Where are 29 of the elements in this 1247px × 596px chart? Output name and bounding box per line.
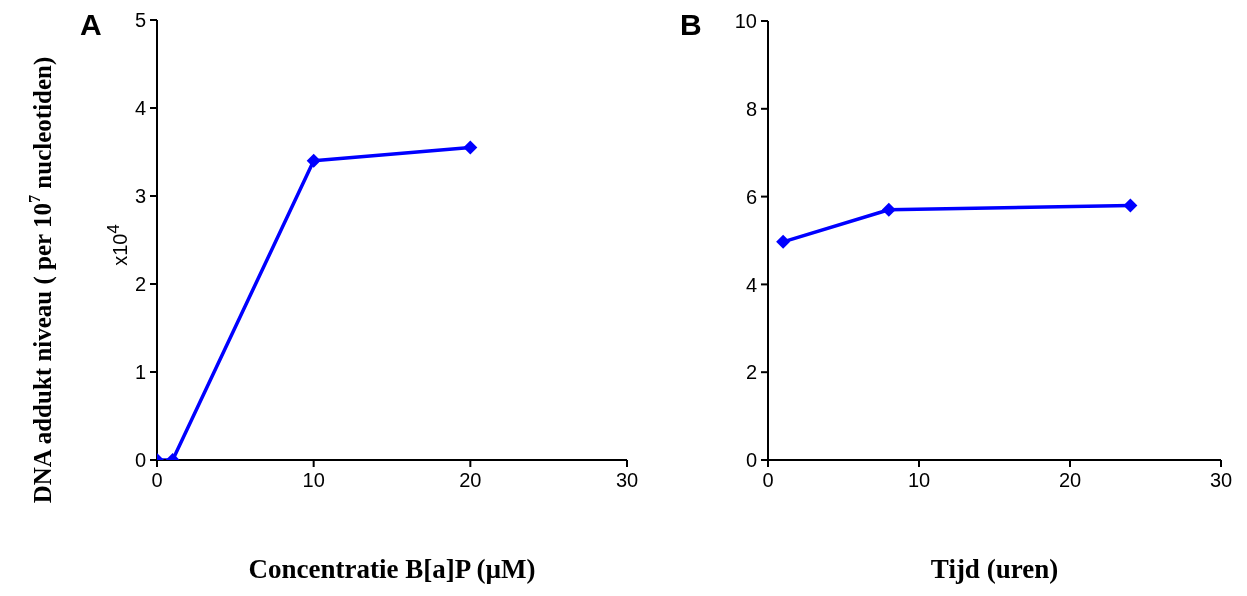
y-tick-label: 2 (134, 273, 146, 296)
y-tick-label: 5 (134, 9, 146, 32)
y-tick-label: 0 (745, 449, 757, 472)
x-tick-label: 30 (615, 469, 639, 492)
x-tick-label: 0 (151, 469, 163, 492)
y-tick-label: 4 (134, 97, 146, 120)
point (463, 140, 478, 155)
y-tick-label: 1 (134, 361, 146, 384)
y-tick-label: 6 (745, 185, 757, 208)
y-tick-label: 4 (745, 273, 757, 296)
x-axis-title: Concentratie B[a]P (µM) (248, 554, 536, 584)
point (776, 234, 791, 249)
x-axis-title: Tijd (uren) (930, 554, 1059, 584)
y-tick-label: 8 (745, 97, 757, 120)
point (1123, 198, 1138, 213)
x-tick-label: 20 (459, 469, 482, 492)
x-tick-label: 0 (762, 469, 774, 492)
x-tick-label: 10 (907, 469, 931, 492)
x-tick-label: 10 (302, 469, 325, 492)
y-tick-label: 2 (745, 361, 757, 384)
y-tick-label: 0 (134, 449, 146, 472)
y-tick-label: 3 (134, 185, 146, 208)
chart-title: A (80, 8, 102, 42)
y-tick-label: 10 (734, 10, 757, 33)
x-tick-label: 30 (1209, 469, 1233, 492)
x-tick-label: 20 (1058, 469, 1082, 492)
point (881, 202, 896, 217)
point (306, 153, 321, 168)
chart-title: B (680, 8, 702, 42)
